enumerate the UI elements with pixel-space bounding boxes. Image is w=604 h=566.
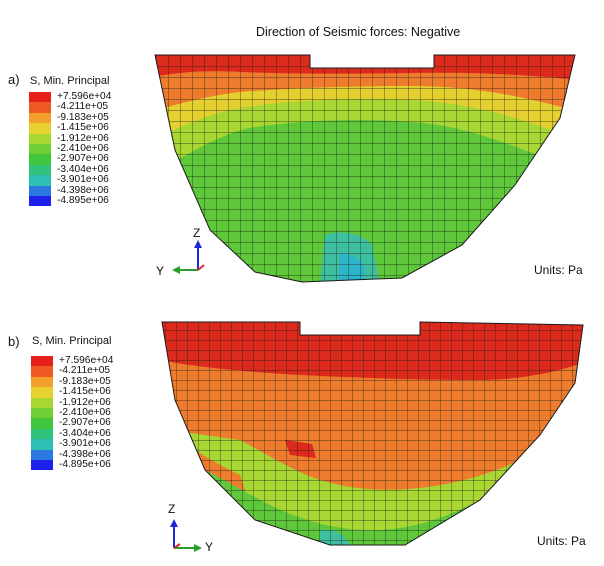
legend-value: -9.183e+05 (59, 375, 111, 387)
legend-entry: -3.901e+06 (29, 174, 159, 186)
legend-entry: -4.895e+06 (31, 458, 161, 471)
panel-a-y-label: Y (156, 264, 165, 278)
legend-entry: -9.183e+05 (31, 375, 161, 388)
legend-value: -1.912e+06 (57, 132, 109, 144)
legend-value: -1.415e+06 (57, 122, 109, 134)
panel-b-units: Units: Pa (537, 534, 586, 548)
panel-a-units: Units: Pa (534, 263, 583, 277)
legend-entry: -3.901e+06 (31, 438, 161, 450)
legend-value: -3.404e+06 (57, 163, 109, 175)
legend-entry: +7.596e+04 (31, 355, 161, 367)
legend-swatch (31, 366, 53, 377)
legend-swatch (31, 439, 53, 450)
legend-swatch (29, 143, 51, 155)
legend-entry: -4.895e+06 (29, 194, 159, 207)
legend-entry: -2.907e+06 (29, 153, 159, 165)
legend-entry: -3.404e+06 (31, 427, 161, 440)
legend-value: -3.404e+06 (59, 427, 111, 439)
panel-b-y-arrowhead (194, 544, 202, 552)
panel-a-z-arrowhead (194, 240, 202, 248)
legend-value: -3.901e+06 (59, 438, 111, 450)
panel-a-mesh (155, 55, 575, 282)
legend-entry: -4.398e+06 (29, 184, 159, 196)
legend-swatch (29, 195, 51, 207)
legend-value: -1.415e+06 (59, 386, 111, 398)
panel-a-model (155, 55, 575, 282)
legend-value: -4.895e+06 (57, 194, 109, 206)
legend-swatch (31, 397, 53, 408)
legend-swatch (31, 356, 53, 367)
legend-swatch (29, 112, 51, 124)
panel-b-outline (161, 321, 584, 546)
legend-swatch (31, 449, 53, 460)
legend-value: +7.596e+04 (59, 355, 114, 366)
figure-title: Direction of Seismic forces: Negative (256, 25, 461, 39)
panel-b-z-label: Z (168, 502, 176, 516)
legend-value: -4.895e+06 (59, 458, 111, 470)
panel-a-x-axis (197, 264, 205, 271)
legend-entry: -4.211e+05 (29, 101, 159, 113)
legend-entry: -2.410e+06 (29, 142, 159, 155)
legend-entry: -1.415e+06 (29, 122, 159, 134)
legend-entry: -4.398e+06 (31, 448, 161, 460)
legend-swatch (31, 418, 53, 429)
panel-b-label: b) (8, 334, 20, 349)
legend-entry: +7.596e+04 (29, 91, 159, 103)
legend-entry: -2.410e+06 (31, 406, 161, 419)
legend-value: -4.211e+05 (59, 365, 111, 377)
panel-a-y-arrowhead (172, 266, 180, 274)
legend-value: -2.907e+06 (57, 153, 109, 165)
legend-swatch (31, 387, 53, 398)
legend-entry: -1.912e+06 (29, 132, 159, 144)
legend-value: -4.211e+05 (57, 101, 109, 113)
legend-swatch (29, 102, 51, 113)
panel-a-legend-title: S, Min. Principal (30, 75, 110, 87)
legend-value: -9.183e+05 (57, 111, 109, 123)
legend-value: -4.398e+06 (59, 448, 111, 460)
panel-b-z-arrowhead (170, 519, 178, 527)
legend-value: -4.398e+06 (57, 184, 109, 196)
panel-a-outline (154, 54, 576, 283)
legend-value: -2.907e+06 (59, 417, 111, 429)
legend-entry: -1.912e+06 (31, 396, 161, 408)
legend-value: +7.596e+04 (57, 91, 112, 102)
legend-swatch (29, 154, 51, 165)
legend-entry: -3.404e+06 (29, 163, 159, 176)
panel-b-y-label: Y (205, 540, 214, 554)
legend-entry: -1.415e+06 (31, 386, 161, 398)
legend-swatch (29, 164, 51, 176)
panel-b-legend: +7.596e+04 -4.211e+05 -9.183e+05 -1.415e+06… (31, 355, 161, 471)
panel-b-x-axis (173, 543, 181, 549)
legend-entry: -9.183e+05 (29, 111, 159, 124)
legend-swatch (29, 92, 51, 103)
legend-swatch (31, 376, 53, 388)
panel-a-label: a) (8, 72, 20, 87)
legend-entry: -2.907e+06 (31, 417, 161, 429)
legend-value: -2.410e+06 (57, 142, 109, 154)
legend-swatch (29, 133, 51, 144)
legend-value: -2.410e+06 (59, 406, 111, 418)
panel-a-legend: +7.596e+04 -4.211e+05 -9.183e+05 -1.415e+06… (29, 91, 159, 207)
legend-swatch (29, 185, 51, 196)
legend-entry: -4.211e+05 (31, 365, 161, 377)
legend-swatch (29, 175, 51, 186)
panel-b-mesh (162, 322, 583, 545)
panel-b-legend-title: S, Min. Principal (32, 335, 112, 347)
legend-swatch (29, 123, 51, 134)
panel-a-z-label: Z (193, 226, 201, 240)
panel-b-axis-triad (170, 519, 202, 552)
legend-swatch (31, 407, 53, 419)
legend-swatch (31, 459, 53, 471)
panel-a-axis-triad (172, 240, 205, 274)
legend-swatch (31, 428, 53, 440)
legend-value: -1.912e+06 (59, 396, 111, 408)
panel-b-model (162, 322, 583, 545)
legend-value: -3.901e+06 (57, 174, 109, 186)
